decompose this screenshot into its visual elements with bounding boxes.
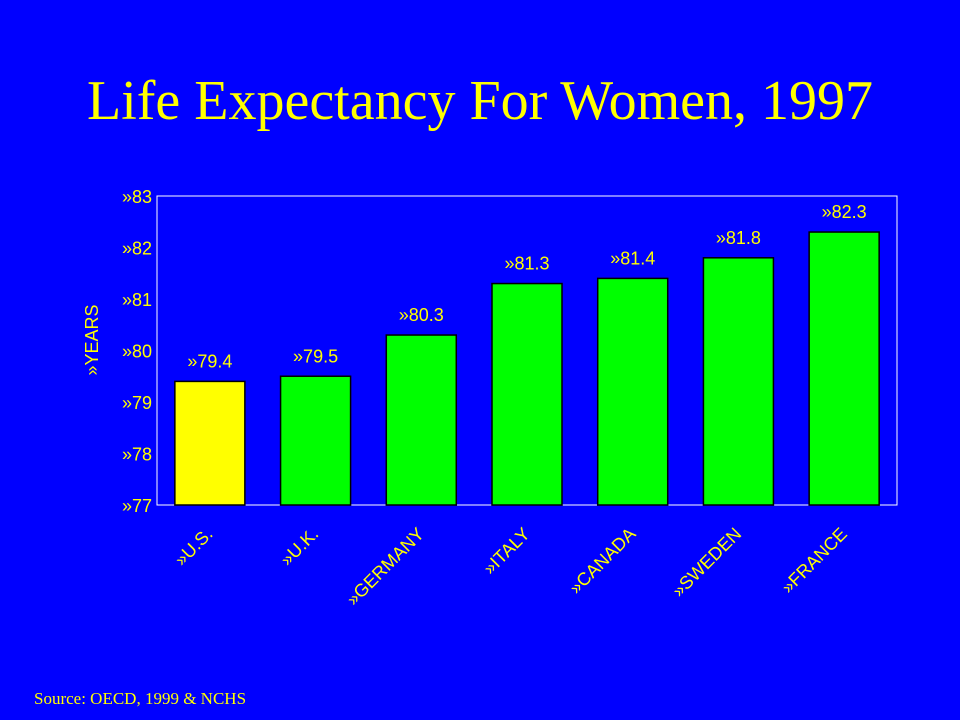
data-label: »80.3	[399, 305, 444, 325]
bar	[808, 231, 880, 506]
y-tick-label: »83	[122, 187, 152, 207]
source-note: Source: OECD, 1999 & NCHS	[34, 689, 247, 708]
bar	[385, 334, 458, 506]
data-label: »81.4	[610, 248, 655, 268]
data-label: »79.4	[187, 351, 232, 371]
x-tick-label: »GERMANY	[343, 524, 429, 610]
y-axis-label: »YEARS	[82, 304, 102, 375]
y-tick-label: »78	[122, 445, 152, 465]
chart-title: Life Expectancy For Women, 1997	[86, 70, 874, 132]
x-tick-label: »FRANCE	[777, 524, 851, 598]
x-tick-label: »U.S.	[171, 524, 217, 570]
y-tick-label: »80	[122, 342, 152, 362]
bar	[596, 277, 669, 506]
y-tick-label: »77	[122, 496, 152, 516]
x-tick-label: »CANADA	[565, 524, 639, 598]
data-label: »79.5	[293, 346, 338, 366]
x-tick-label: »U.K.	[276, 524, 322, 570]
bar	[279, 375, 352, 506]
x-tick-label: »ITALY	[479, 524, 534, 579]
y-tick-label: »82	[122, 239, 152, 259]
y-tick-label: »81	[122, 290, 152, 310]
data-label: »81.3	[504, 254, 549, 274]
bar	[174, 380, 246, 506]
data-label: »81.8	[716, 228, 761, 248]
y-tick-label: »79	[122, 393, 152, 413]
data-label: »82.3	[822, 202, 867, 222]
bar	[491, 282, 563, 506]
x-tick-label: »SWEDEN	[668, 524, 745, 601]
bar	[702, 257, 775, 506]
